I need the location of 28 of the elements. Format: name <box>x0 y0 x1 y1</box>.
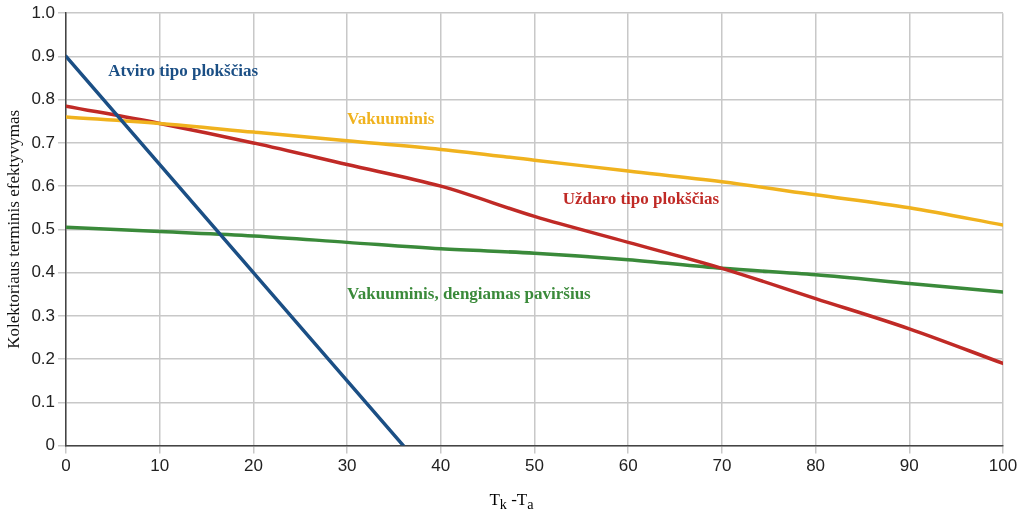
y-tick-label: 0.5 <box>31 219 56 239</box>
x-tick-label: 30 <box>337 456 357 476</box>
y-tick-label: 0.7 <box>31 132 56 152</box>
y-tick-label: 0.3 <box>31 305 56 325</box>
y-axis-title: Kolektoriaus terminis efektyvymas <box>3 109 23 349</box>
x-tick-label: 70 <box>712 456 732 476</box>
x-tick-label: 40 <box>431 456 451 476</box>
x-tick-label: 90 <box>899 456 919 476</box>
series-label: Atviro tipo plokščias <box>108 60 259 80</box>
y-tick-label: 1.0 <box>31 2 56 22</box>
y-tick-label: 0.1 <box>31 392 56 412</box>
series-label: Vakuuminis <box>347 108 435 128</box>
y-tick-label: 0 <box>45 435 56 455</box>
y-tick-label: 0.8 <box>31 89 56 109</box>
series-label: Vakuuminis, dengiamas paviršius <box>347 283 592 303</box>
y-tick-label: 0.4 <box>31 262 56 282</box>
x-tick-label: 20 <box>243 456 263 476</box>
y-tick-label: 0.2 <box>31 348 56 368</box>
x-tick-label: 10 <box>150 456 170 476</box>
x-tick-label: 60 <box>618 456 638 476</box>
x-tick-label: 50 <box>525 456 544 476</box>
x-tick-label: 100 <box>988 456 1018 476</box>
x-tick-label: 0 <box>61 456 71 476</box>
y-tick-label: 0.6 <box>31 175 56 195</box>
series-label: Uždaro tipo plokščias <box>562 188 720 208</box>
x-tick-label: 80 <box>806 456 826 476</box>
y-tick-label: 0.9 <box>31 46 56 66</box>
x-axis-title: T$_{k}$ -T$_{a}$ <box>488 490 535 514</box>
